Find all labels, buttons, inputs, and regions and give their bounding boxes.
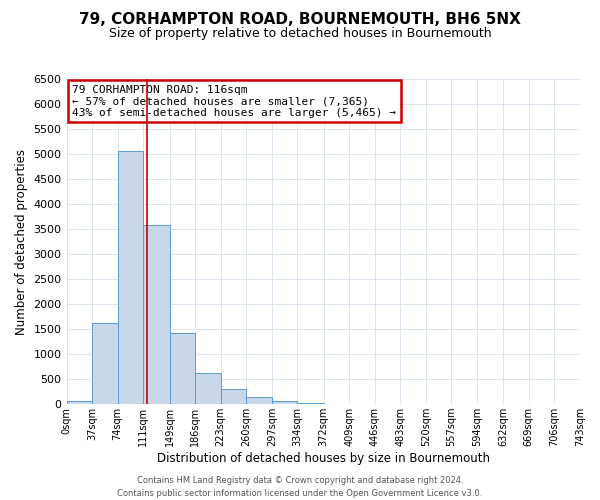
- Text: Contains HM Land Registry data © Crown copyright and database right 2024.
Contai: Contains HM Land Registry data © Crown c…: [118, 476, 482, 498]
- Text: 79 CORHAMPTON ROAD: 116sqm
← 57% of detached houses are smaller (7,365)
43% of s: 79 CORHAMPTON ROAD: 116sqm ← 57% of deta…: [72, 84, 396, 118]
- Bar: [118, 151, 143, 404]
- Bar: [67, 401, 92, 404]
- Bar: [221, 389, 246, 404]
- Bar: [92, 322, 118, 404]
- Y-axis label: Number of detached properties: Number of detached properties: [15, 148, 28, 334]
- Bar: [246, 396, 272, 404]
- Bar: [272, 400, 298, 404]
- Bar: [170, 332, 195, 404]
- Bar: [195, 373, 221, 404]
- Text: Size of property relative to detached houses in Bournemouth: Size of property relative to detached ho…: [109, 28, 491, 40]
- Text: 79, CORHAMPTON ROAD, BOURNEMOUTH, BH6 5NX: 79, CORHAMPTON ROAD, BOURNEMOUTH, BH6 5N…: [79, 12, 521, 28]
- X-axis label: Distribution of detached houses by size in Bournemouth: Distribution of detached houses by size …: [157, 452, 490, 465]
- Bar: [143, 225, 170, 404]
